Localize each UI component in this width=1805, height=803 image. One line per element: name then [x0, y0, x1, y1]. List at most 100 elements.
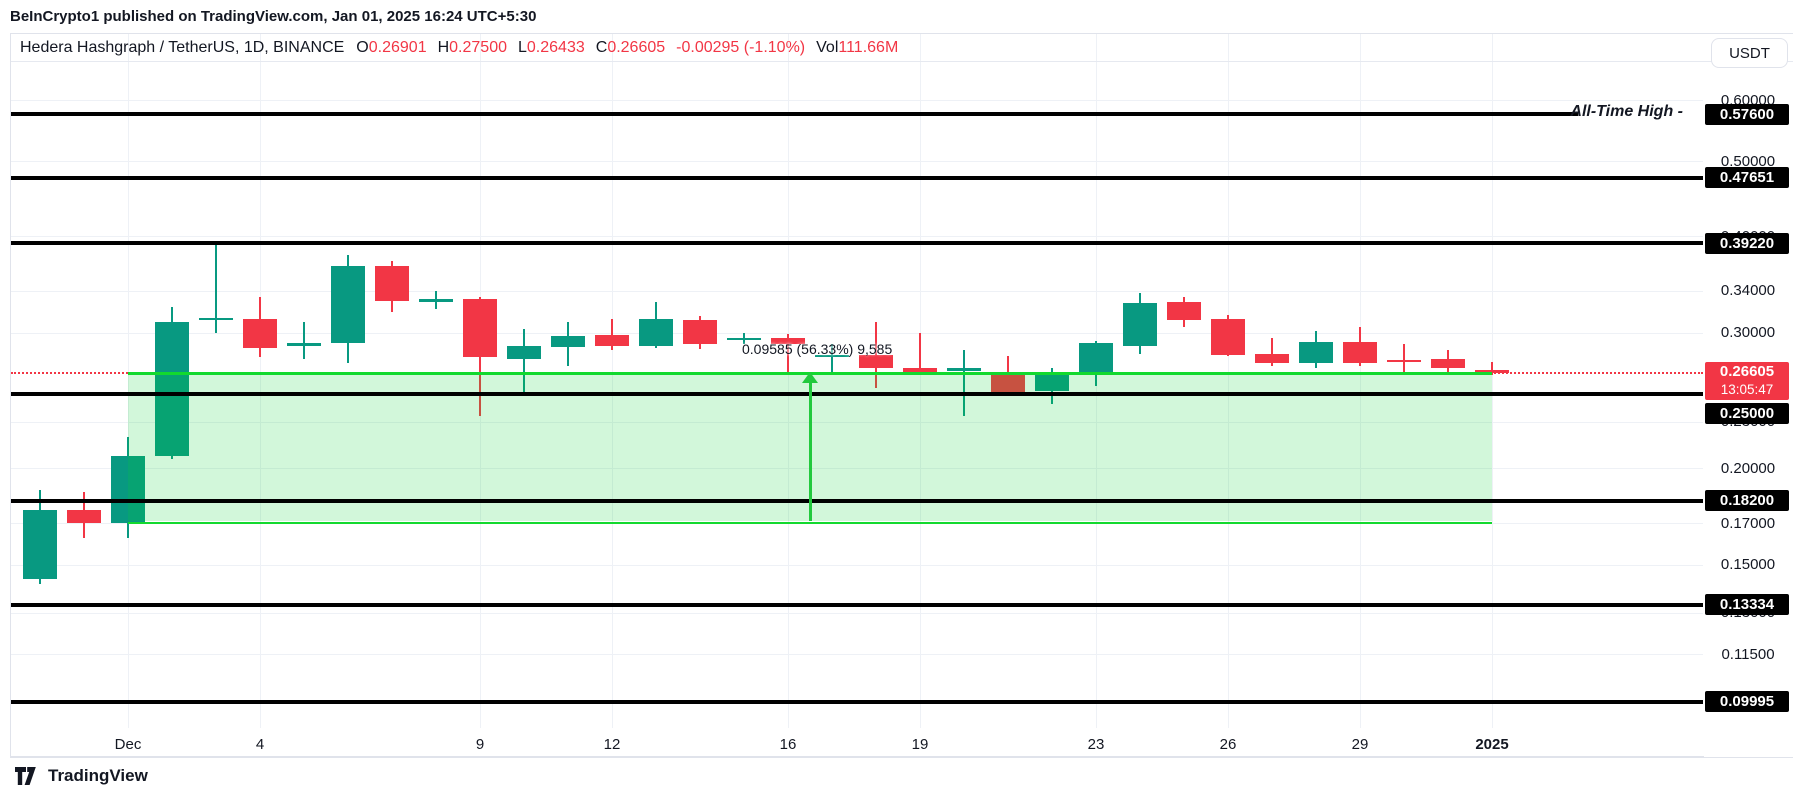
- price-level-badge: 0.57600: [1705, 103, 1789, 125]
- horizontal-gridline: [11, 236, 1703, 237]
- candle-body: [1475, 369, 1509, 374]
- horizontal-gridline: [11, 468, 1703, 470]
- candle-body: [1079, 343, 1113, 374]
- chart-legend[interactable]: Hedera Hashgraph / TetherUS, 1D, BINANCE…: [11, 34, 1793, 62]
- legend-volume: Vol111.66M: [816, 38, 899, 56]
- candle-body: [331, 266, 365, 344]
- level-line: [11, 241, 1703, 246]
- horizontal-gridline: [11, 654, 1703, 656]
- candle-body: [1167, 302, 1201, 320]
- candle-body: [1123, 303, 1157, 346]
- candle-body: [815, 354, 849, 358]
- candle-body: [639, 318, 673, 346]
- horizontal-gridline: [11, 332, 1703, 334]
- price-level-badge: 0.13334: [1705, 594, 1789, 616]
- candle-body: [155, 322, 189, 456]
- current-price-value: 0.26605: [1719, 363, 1775, 381]
- level-line: [11, 602, 1703, 607]
- candle-body: [859, 354, 893, 369]
- time-axis-label: 23: [1087, 736, 1105, 753]
- vertical-gridline: [919, 34, 921, 728]
- price-tick: 0.15000: [1720, 556, 1776, 574]
- candle-body: [1387, 359, 1421, 363]
- candle-body: [199, 317, 233, 321]
- price-tick: 0.17000: [1720, 514, 1776, 532]
- legend-close: C0.26605: [595, 38, 666, 56]
- current-price-badge: 0.26605 13:05:47: [1705, 362, 1789, 401]
- level-line: [11, 498, 1703, 503]
- price-level-badge: 0.47651: [1705, 167, 1789, 189]
- time-axis-label: Dec: [114, 736, 142, 753]
- tradingview-logo[interactable]: TradingView: [14, 766, 148, 786]
- tradingview-logo-text: TradingView: [48, 766, 148, 785]
- level-line: [11, 392, 1703, 397]
- candle-body: [771, 337, 805, 345]
- time-axis-label: 2025: [1475, 736, 1509, 753]
- candle-body: [243, 318, 277, 348]
- candle-wick: [963, 350, 965, 417]
- time-axis-border: [10, 757, 1793, 758]
- candle-wick: [1403, 344, 1405, 374]
- measure-arrow-head: [802, 372, 818, 384]
- horizontal-gridline: [11, 100, 1703, 102]
- vertical-gridline: [127, 34, 129, 728]
- candle-body: [1211, 318, 1245, 355]
- level-line: [11, 112, 1578, 117]
- candle-wick: [787, 334, 789, 373]
- vertical-gridline: [259, 34, 261, 728]
- candle-wick: [1491, 362, 1493, 376]
- price-tick: 0.11500: [1721, 645, 1775, 663]
- price-level-badge: 0.09995: [1705, 691, 1789, 713]
- legend-open: O0.26901: [356, 38, 427, 56]
- candle-body: [111, 455, 145, 524]
- price-tick: 0.20000: [1720, 459, 1776, 477]
- candle-body: [683, 319, 717, 345]
- vertical-gridline: [611, 34, 613, 728]
- candle-body: [1299, 342, 1333, 364]
- candle-body: [551, 336, 585, 347]
- legend-change: -0.00295 (-1.10%): [676, 38, 806, 56]
- candle-wick: [919, 333, 921, 375]
- candle-body: [1035, 373, 1069, 392]
- candle-body: [727, 337, 761, 340]
- candle-body: [947, 368, 981, 371]
- candle-body: [463, 299, 497, 358]
- price-level-badge: 0.18200: [1705, 490, 1789, 512]
- candle-wick: [215, 243, 217, 333]
- time-axis-label: 19: [911, 736, 929, 753]
- symbol-title: Hedera Hashgraph / TetherUS, 1D, BINANCE: [20, 38, 345, 56]
- candle-body: [507, 345, 541, 359]
- legend-low: L0.26433: [518, 38, 585, 56]
- vertical-gridline: [787, 34, 789, 728]
- candle-body: [1343, 342, 1377, 364]
- vertical-gridline: [1359, 34, 1361, 728]
- measure-arrow-shaft: [809, 381, 812, 522]
- candle-body: [23, 509, 57, 580]
- level-line: [11, 175, 1703, 180]
- horizontal-gridline: [11, 161, 1703, 163]
- candle-body: [595, 335, 629, 346]
- candle-wick: [523, 328, 525, 395]
- currency-toggle-button[interactable]: USDT: [1711, 38, 1788, 68]
- candle-wick: [1271, 337, 1273, 366]
- candle-wick: [875, 322, 877, 388]
- horizontal-gridline: [11, 612, 1703, 614]
- measure-label: 0.09585 (56.33%) 9,585: [742, 341, 893, 358]
- time-axis-label: 16: [779, 736, 797, 753]
- legend-high: H0.27500: [437, 38, 507, 56]
- time-axis-label: 12: [603, 736, 621, 753]
- price-tick: 0.34000: [1720, 282, 1776, 300]
- time-axis-label: 4: [255, 736, 265, 753]
- level-line: [11, 699, 1703, 704]
- candle-body: [1431, 358, 1465, 369]
- candle-body: [287, 343, 321, 346]
- candle-body: [991, 372, 1025, 393]
- tradingview-logo-icon: [15, 767, 36, 785]
- candle-body: [375, 266, 409, 302]
- price-level-badge: 0.25000: [1705, 403, 1789, 425]
- price-tick: 0.50000: [1720, 152, 1776, 170]
- all-time-high-label: All-Time High -: [1570, 103, 1683, 121]
- price-level-badge: 0.39220: [1705, 232, 1789, 254]
- vertical-gridline: [1491, 34, 1493, 728]
